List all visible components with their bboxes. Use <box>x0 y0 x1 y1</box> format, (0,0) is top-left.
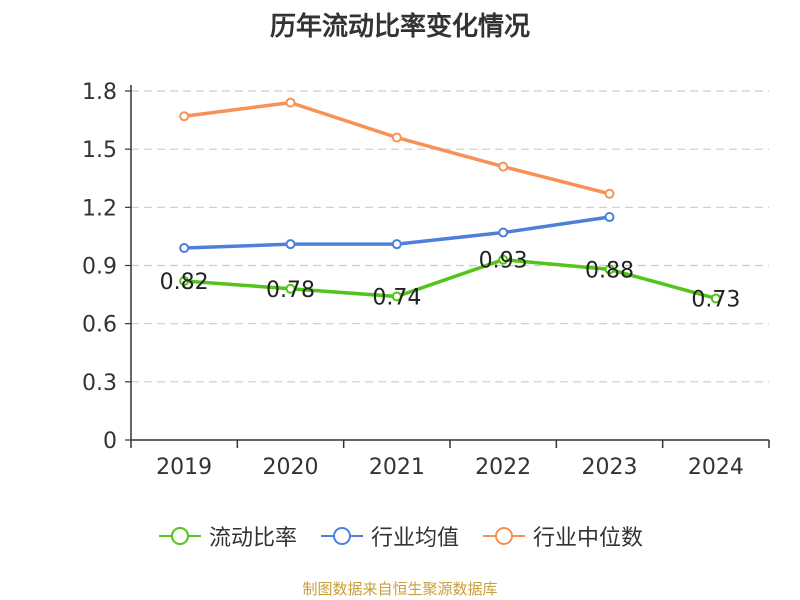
data-point <box>498 161 509 172</box>
chart-legend: 流动比率 行业均值 行业中位数 <box>0 520 800 552</box>
legend-label: 行业均值 <box>370 526 459 551</box>
x-tick-label: 2022 <box>475 455 531 480</box>
y-tick-label: 0.6 <box>82 313 117 338</box>
y-tick-label: 1.2 <box>82 196 117 221</box>
x-tick-label: 2023 <box>582 455 638 480</box>
data-point <box>391 291 402 302</box>
data-point <box>285 97 296 108</box>
legend-item-industry-median[interactable]: 行业中位数 <box>481 520 643 552</box>
legend-swatch-icon <box>483 527 525 545</box>
legend-swatch-icon <box>158 527 201 545</box>
legend-swatch-icon <box>320 527 363 545</box>
legend-item-industry-mean[interactable]: 行业均值 <box>319 520 459 552</box>
legend-label: 流动比率 <box>208 526 297 551</box>
y-tick-label: 0 <box>103 429 117 454</box>
legend-label: 行业中位数 <box>533 526 644 551</box>
data-point <box>498 227 509 238</box>
data-point <box>285 239 296 250</box>
y-tick-label: 1.8 <box>82 80 117 105</box>
data-point <box>179 111 190 122</box>
series-line-1 <box>184 257 717 301</box>
x-tick-label: 2019 <box>156 455 212 480</box>
data-label: 0.74 <box>372 286 421 311</box>
data-point <box>391 132 402 143</box>
legend-item-current-ratio[interactable]: 流动比率 <box>157 520 297 552</box>
data-point <box>285 283 296 294</box>
data-label: 0.73 <box>691 287 740 312</box>
y-tick-label: 1.5 <box>82 138 117 163</box>
source-note: 制图数据来自恒生聚源数据库 <box>302 580 498 598</box>
data-point <box>604 212 615 223</box>
data-point <box>498 254 509 265</box>
y-tick-label: 0.3 <box>82 371 117 396</box>
data-point <box>710 293 721 304</box>
chart-title: 历年流动比率变化情况 <box>269 12 530 42</box>
data-point <box>604 264 615 275</box>
data-point <box>179 276 190 287</box>
data-point <box>179 243 190 254</box>
series-line-3 <box>183 100 610 196</box>
data-label: 0.82 <box>160 270 209 295</box>
x-tick-label: 2020 <box>263 455 319 480</box>
x-tick-label: 2024 <box>688 455 744 480</box>
data-point <box>604 188 615 199</box>
x-tick-label: 2021 <box>369 455 425 480</box>
data-point <box>391 239 402 250</box>
data-label: 0.93 <box>479 249 528 274</box>
data-label: 0.78 <box>266 278 315 303</box>
y-tick-label: 0.9 <box>82 255 117 280</box>
data-label: 0.88 <box>585 258 634 283</box>
